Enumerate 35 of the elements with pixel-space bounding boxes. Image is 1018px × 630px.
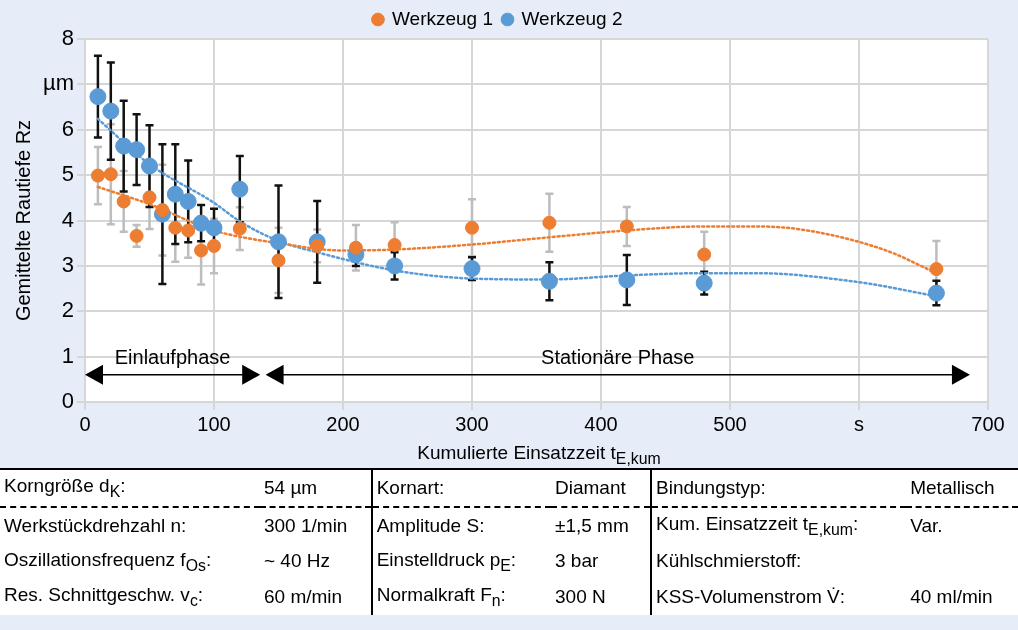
y-tick-label: 6 [61,115,74,141]
annotation: Stationäre Phase [541,346,695,369]
y-tick-label: 4 [61,206,74,232]
x-axis-title: Kumulierte Einsatzzeit t$_{E,kum}$ [416,441,662,468]
annotation: Einlaufphase [114,346,231,369]
y-tick-label: 5 [61,161,74,187]
text: Bindungstyp: Metallisch [656,476,995,498]
y-tick-label: 2 [61,297,74,323]
text: Kühlschmierstoff: [651,543,907,580]
text: KSS-Volumenstrom V̇: 40 ml/min [656,586,993,608]
y-tick-label: 1 [61,342,74,368]
x-tick-label: 200 [326,412,360,435]
y-tick-label: 0 [61,388,74,414]
text: Amplitude S: ±1,5 mm [376,514,629,536]
x-tick-label: 400 [584,412,618,435]
x-tick-label: s [854,412,864,435]
text: Normalkraft F$_{n}$: 300 N [376,584,606,610]
legend-label: Werkzeug 1 [391,7,493,29]
x-tick-label: 500 [713,412,747,435]
x-tick-label: 0 [79,412,91,435]
text: Res. Schnittgeschw. v$_{c}$: 60 m/min [4,584,343,610]
y-tick-label: 8 [61,25,74,51]
text: Korngröße d$_{K}$: 54 µm [4,475,318,500]
x-tick-label: 700 [971,412,1005,435]
x-tick-label: 100 [197,412,231,435]
y-tick-label: 3 [61,251,74,277]
legend-label: Werkzeug 2 [521,7,623,29]
text: Werkstückdrehzahl n: 300 1/min [4,514,348,536]
x-tick-label: 300 [455,412,489,435]
text: Kum. Einsatzzeit t$_{E,kum}$: Var. [656,512,943,538]
y-axis-title: Gemittelte Rautiefe Rz [11,119,34,322]
text: Oszillationsfrequenz f$_{Os}$: ~ 40 Hz [4,548,330,574]
text: Kornart: Diamant [376,476,626,498]
y-tick-label: µm [42,70,74,96]
text: Einstelldruck p$_{E}$: 3 bar [376,548,599,574]
